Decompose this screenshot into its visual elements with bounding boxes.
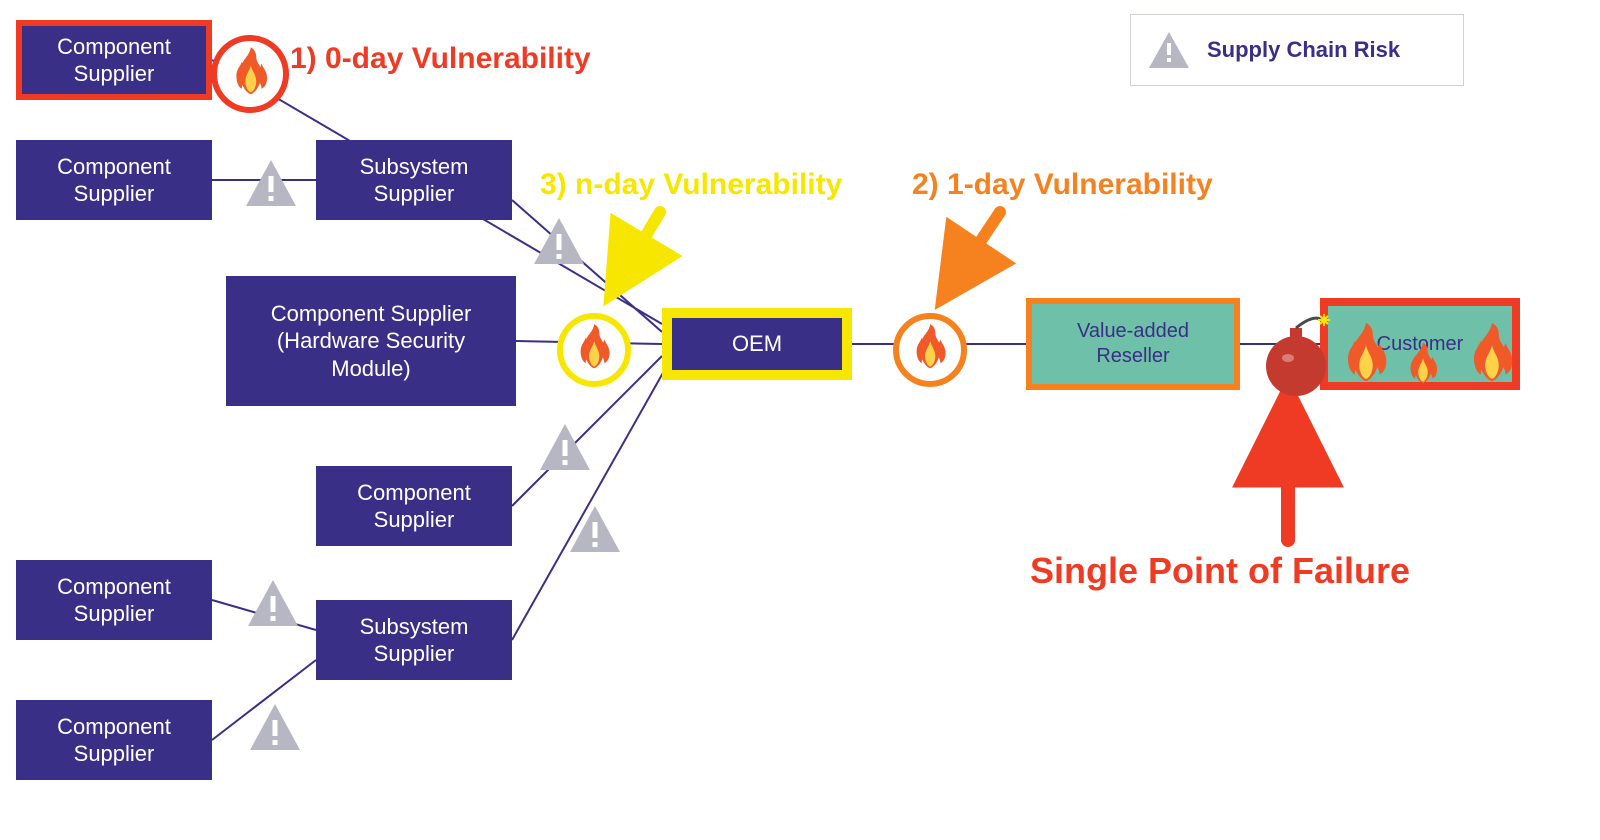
legend-label: Supply Chain Risk <box>1207 37 1400 63</box>
supply-chain-diagram: { "canvas": { "w": 1600, "h": 840, "bg":… <box>0 0 1600 840</box>
callout-cs: Single Point of Failure <box>1030 550 1410 592</box>
node-cs4: Component Supplier <box>16 560 212 640</box>
flame-badge-icon <box>890 310 970 390</box>
node-hsm: Component Supplier (Hardware Security Mo… <box>226 276 516 406</box>
edges-layer <box>0 0 1600 840</box>
legend: Supply Chain Risk <box>1130 14 1464 86</box>
warning-icon <box>248 700 302 754</box>
warning-icon <box>246 576 300 630</box>
arrow-a3 <box>612 212 660 292</box>
callout-c2: 2) 1-day Vulnerability <box>912 168 1213 202</box>
node-cs1: Component Supplier <box>16 20 212 100</box>
node-var: Value-added Reseller <box>1026 298 1240 390</box>
warning-icon <box>244 156 298 210</box>
flame-badge-icon <box>208 32 292 116</box>
node-sub2: Subsystem Supplier <box>316 600 512 680</box>
flame-icon <box>1330 316 1402 388</box>
flame-badge-icon <box>554 310 634 390</box>
node-cs5: Component Supplier <box>16 700 212 780</box>
node-sub1: Subsystem Supplier <box>316 140 512 220</box>
callout-c3: 3) n-day Vulnerability <box>540 168 842 202</box>
warning-icon <box>1147 28 1191 72</box>
warning-icon <box>532 214 586 268</box>
flame-icon <box>1398 338 1448 388</box>
warning-icon <box>568 502 622 556</box>
node-cs3: Component Supplier <box>316 466 512 546</box>
node-cs2: Component Supplier <box>16 140 212 220</box>
warning-icon <box>538 420 592 474</box>
bomb-icon <box>1256 308 1336 406</box>
callout-c0: 1) 0-day Vulnerability <box>290 42 591 76</box>
node-oem: OEM <box>662 308 852 380</box>
flame-icon <box>1456 316 1528 388</box>
arrow-a2 <box>944 212 1000 296</box>
